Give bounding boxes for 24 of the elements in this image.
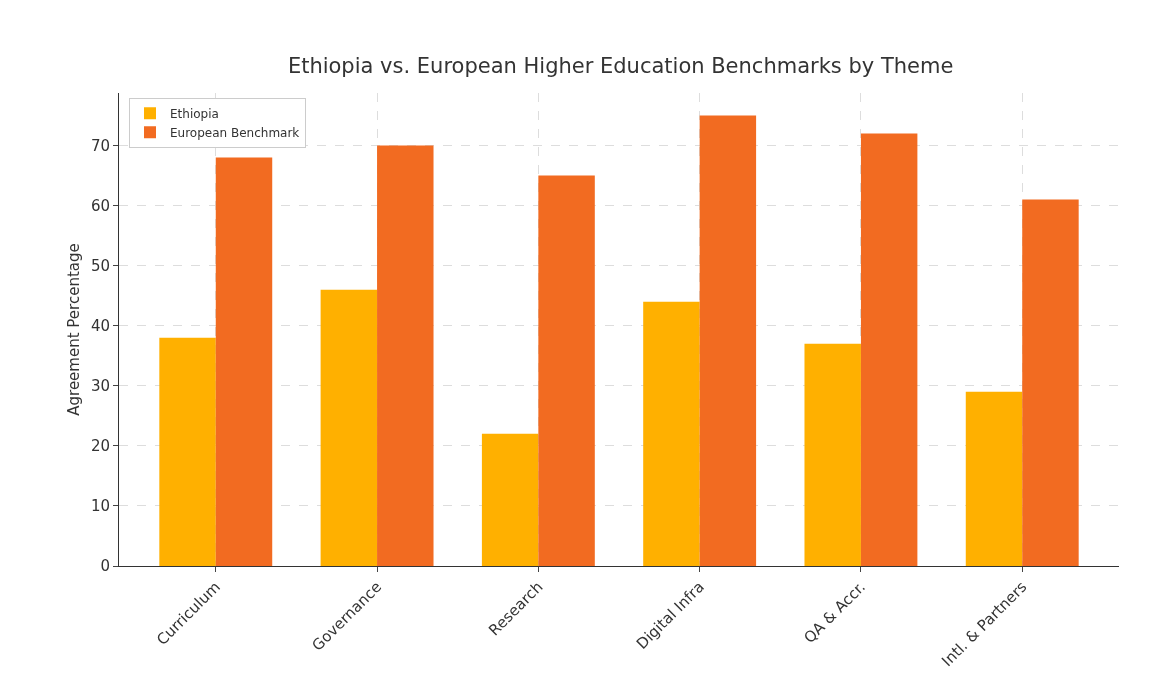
legend-label: European Benchmark	[170, 125, 300, 140]
y-tick-label: 70	[90, 136, 110, 155]
y-axis-title: Agreement Percentage	[65, 243, 83, 416]
bar	[377, 145, 434, 566]
bar	[804, 343, 861, 566]
bar	[860, 133, 918, 566]
bar	[481, 433, 539, 566]
bar	[643, 301, 700, 566]
y-tick-label: 0	[100, 557, 110, 576]
bar	[538, 175, 595, 566]
bar	[965, 391, 1023, 566]
bar	[159, 337, 216, 566]
chart-title: Ethiopia vs. European Higher Education Benchmarks by Theme	[287, 53, 954, 78]
bar	[320, 289, 378, 566]
legend-label: Ethiopia	[170, 106, 219, 121]
y-tick-label: 40	[90, 317, 110, 335]
y-tick-label: 30	[90, 377, 110, 396]
y-tick-label: 60	[90, 196, 110, 215]
bar	[1022, 199, 1079, 566]
y-tick-label: 10	[90, 497, 110, 516]
bar	[699, 115, 757, 566]
y-tick-label: 20	[90, 437, 110, 456]
y-tick-label: 50	[90, 256, 110, 275]
bar	[215, 157, 273, 566]
